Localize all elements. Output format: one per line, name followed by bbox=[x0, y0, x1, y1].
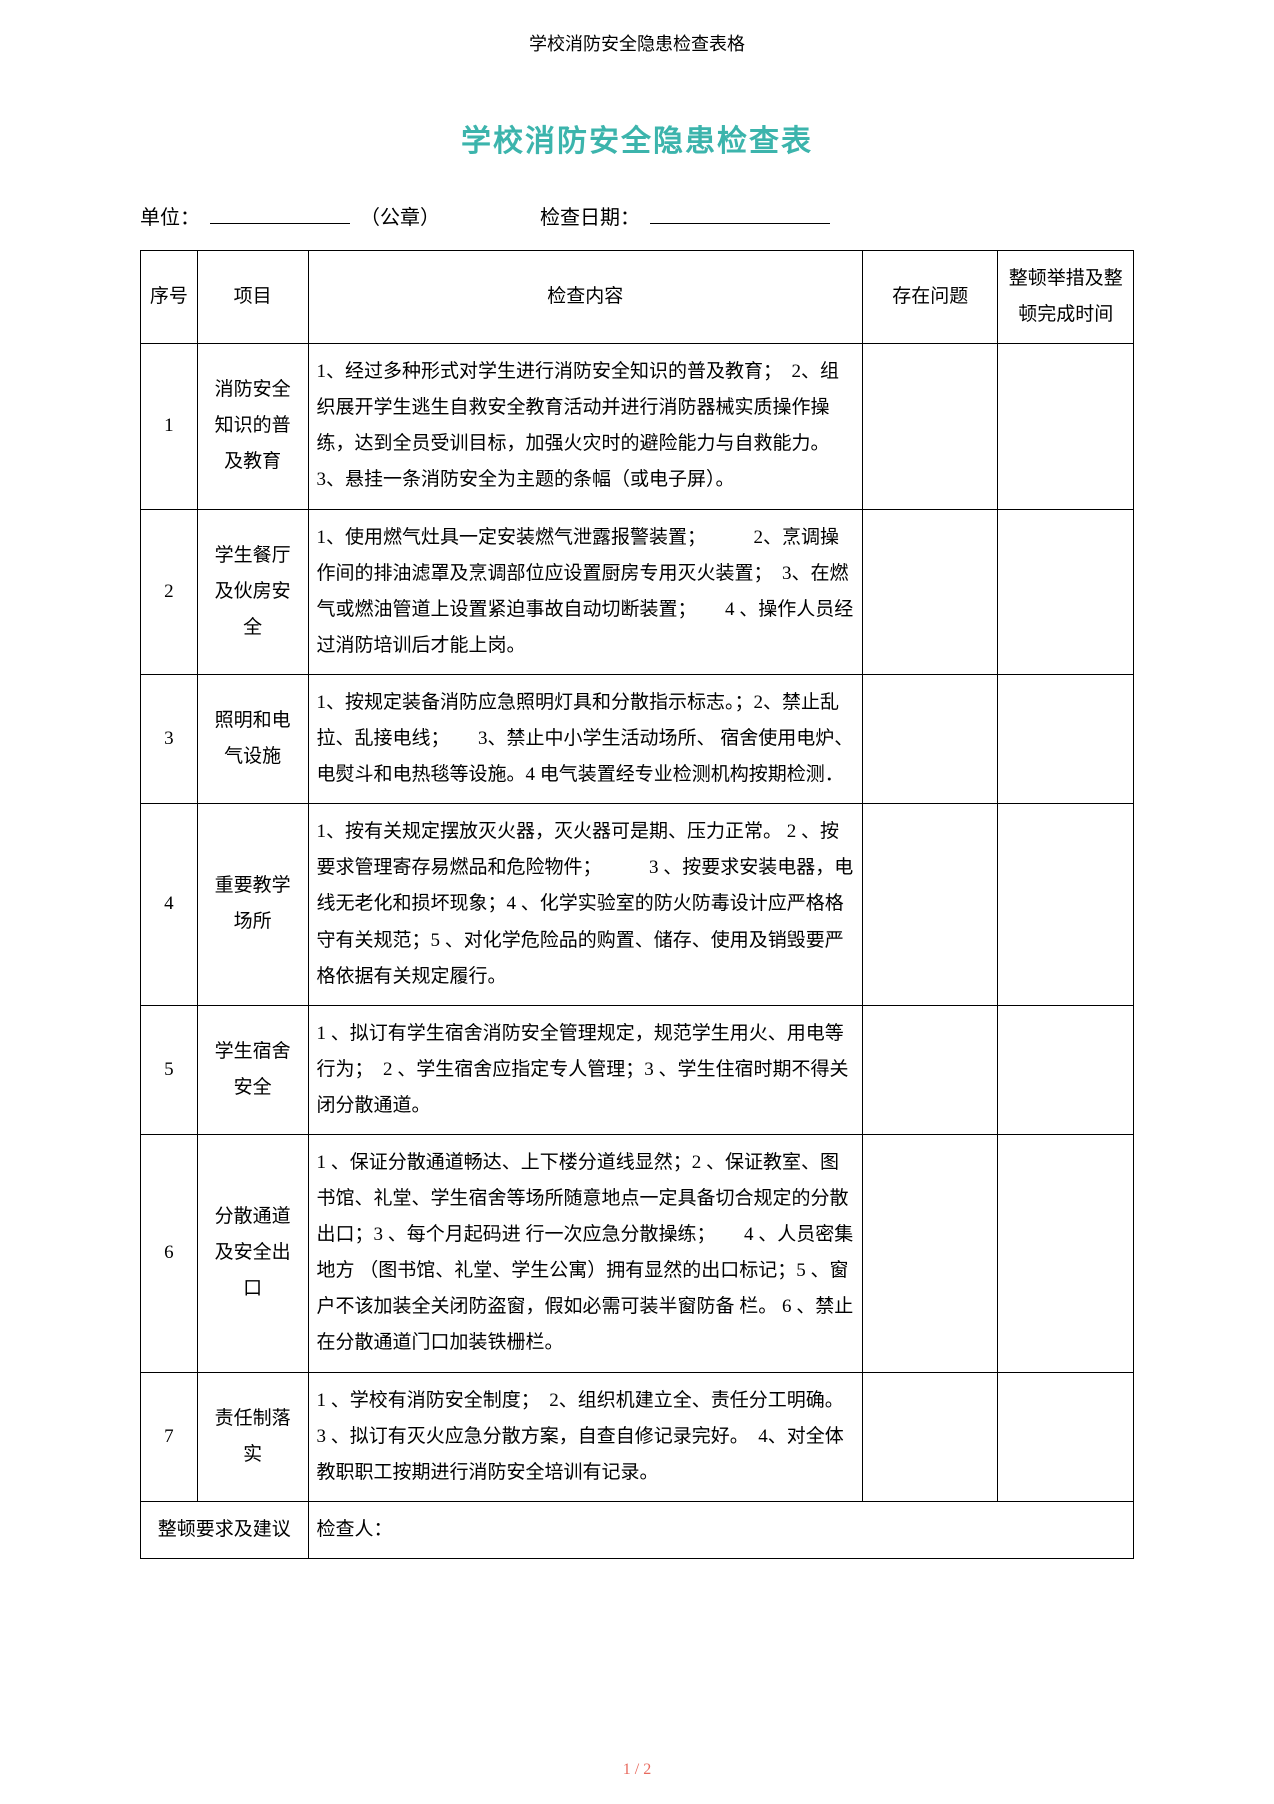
item-cell: 照明和电气设施 bbox=[197, 674, 308, 803]
seq-cell: 3 bbox=[141, 674, 198, 803]
inspection-table: 序号 项目 检查内容 存在问题 整顿举措及整顿完成时间 1 消防安全知识的普及教… bbox=[140, 250, 1134, 1559]
col-content-header: 检查内容 bbox=[308, 251, 862, 344]
item-cell: 分散通道及安全出口 bbox=[197, 1134, 308, 1372]
content-cell: 1、按有关规定摆放灭火器，灭火器可是期、压力正常。 2 、按要求管理寄存易燃品和… bbox=[308, 804, 862, 1005]
unit-label: 单位： bbox=[140, 201, 200, 230]
issue-cell bbox=[862, 804, 998, 1005]
seq-cell: 6 bbox=[141, 1134, 198, 1372]
table-header-row: 序号 项目 检查内容 存在问题 整顿举措及整顿完成时间 bbox=[141, 251, 1134, 344]
meta-row: 单位： （公章） 检查日期： bbox=[140, 200, 1134, 230]
content-cell: 1、按规定装备消防应急照明灯具和分散指示标志。；2、禁止乱拉、乱接电线； 3、禁… bbox=[308, 674, 862, 803]
header-small-title: 学校消防安全隐患检查表格 bbox=[140, 30, 1134, 56]
content-cell: 1、使用燃气灶具一定安装燃气泄露报警装置； 2、烹调操作间的排油滤罩及烹调部位应… bbox=[308, 509, 862, 674]
content-cell: 1 、保证分散通道畅达、上下楼分道线显然；2 、保证教室、图书馆、礼堂、学生宿舍… bbox=[308, 1134, 862, 1372]
footer-row: 整顿要求及建议 检查人： bbox=[141, 1501, 1134, 1558]
item-cell: 消防安全知识的普及教育 bbox=[197, 344, 308, 509]
issue-cell bbox=[862, 509, 998, 674]
unit-underline bbox=[210, 200, 350, 224]
footer-label-cell: 整顿要求及建议 bbox=[141, 1501, 309, 1558]
inspector-cell: 检查人： bbox=[308, 1501, 1133, 1558]
seq-cell: 4 bbox=[141, 804, 198, 1005]
col-action-header: 整顿举措及整顿完成时间 bbox=[998, 251, 1134, 344]
action-cell bbox=[998, 509, 1134, 674]
content-cell: 1 、学校有消防安全制度； 2、组织机建立全、责任分工明确。 3 、拟订有灭火应… bbox=[308, 1372, 862, 1501]
content-cell: 1、经过多种形式对学生进行消防安全知识的普及教育； 2、组织展开学生逃生自救安全… bbox=[308, 344, 862, 509]
table-row: 4 重要教学场所 1、按有关规定摆放灭火器，灭火器可是期、压力正常。 2 、按要… bbox=[141, 804, 1134, 1005]
page-number: 1 / 2 bbox=[0, 1761, 1274, 1779]
action-cell bbox=[998, 1372, 1134, 1501]
item-cell: 学生餐厅及伙房安全 bbox=[197, 509, 308, 674]
date-underline bbox=[650, 200, 830, 224]
action-cell bbox=[998, 344, 1134, 509]
issue-cell bbox=[862, 344, 998, 509]
seq-cell: 2 bbox=[141, 509, 198, 674]
col-seq-header: 序号 bbox=[141, 251, 198, 344]
seq-cell: 7 bbox=[141, 1372, 198, 1501]
issue-cell bbox=[862, 674, 998, 803]
col-item-header: 项目 bbox=[197, 251, 308, 344]
item-cell: 重要教学场所 bbox=[197, 804, 308, 1005]
table-row: 5 学生宿舍安全 1 、拟订有学生宿舍消防安全管理规定，规范学生用火、用电等行为… bbox=[141, 1005, 1134, 1134]
col-issue-header: 存在问题 bbox=[862, 251, 998, 344]
action-cell bbox=[998, 674, 1134, 803]
page: 学校消防安全隐患检查表格 学校消防安全隐患检查表 单位： （公章） 检查日期： … bbox=[0, 0, 1274, 1804]
issue-cell bbox=[862, 1134, 998, 1372]
content-cell: 1 、拟订有学生宿舍消防安全管理规定，规范学生用火、用电等行为； 2 、学生宿舍… bbox=[308, 1005, 862, 1134]
table-row: 7 责任制落实 1 、学校有消防安全制度； 2、组织机建立全、责任分工明确。 3… bbox=[141, 1372, 1134, 1501]
seq-cell: 5 bbox=[141, 1005, 198, 1134]
issue-cell bbox=[862, 1372, 998, 1501]
action-cell bbox=[998, 804, 1134, 1005]
table-row: 1 消防安全知识的普及教育 1、经过多种形式对学生进行消防安全知识的普及教育； … bbox=[141, 344, 1134, 509]
seq-cell: 1 bbox=[141, 344, 198, 509]
action-cell bbox=[998, 1005, 1134, 1134]
table-row: 3 照明和电气设施 1、按规定装备消防应急照明灯具和分散指示标志。；2、禁止乱拉… bbox=[141, 674, 1134, 803]
table-row: 6 分散通道及安全出口 1 、保证分散通道畅达、上下楼分道线显然；2 、保证教室… bbox=[141, 1134, 1134, 1372]
document-title: 学校消防安全隐患检查表 bbox=[140, 116, 1134, 160]
action-cell bbox=[998, 1134, 1134, 1372]
item-cell: 责任制落实 bbox=[197, 1372, 308, 1501]
table-row: 2 学生餐厅及伙房安全 1、使用燃气灶具一定安装燃气泄露报警装置； 2、烹调操作… bbox=[141, 509, 1134, 674]
issue-cell bbox=[862, 1005, 998, 1134]
seal-label: （公章） bbox=[360, 201, 440, 230]
date-label: 检查日期： bbox=[540, 201, 640, 230]
item-cell: 学生宿舍安全 bbox=[197, 1005, 308, 1134]
